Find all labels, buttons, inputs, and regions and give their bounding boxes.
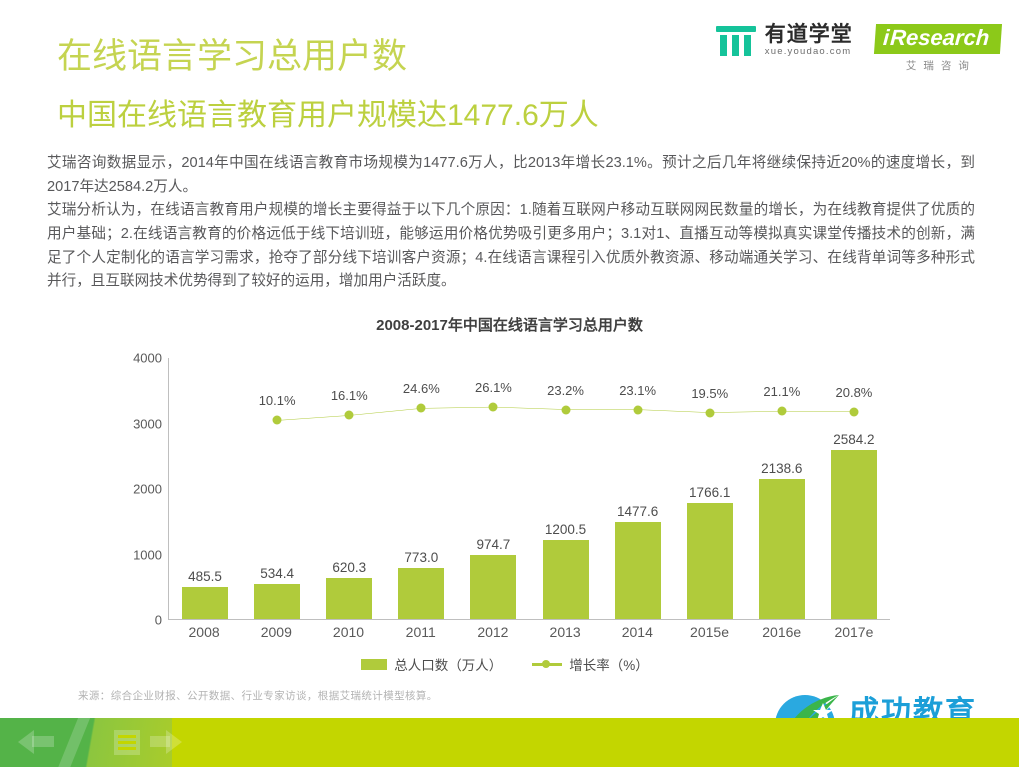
x-axis-tick: 2012 [477,624,509,640]
bottom-bar [0,718,1019,767]
x-axis: 2008 2009 2010 2011 2012 2013 2014 2015e 2016e 20… [168,624,890,640]
bar[interactable] [254,584,301,619]
iresearch-logo-subtitle: 艾瑞咨询 [905,59,976,72]
x-axis-tick: 2010 [332,624,365,640]
line-data-label: 24.6% [402,381,440,397]
bar[interactable] [686,503,733,619]
line-data-label: 21.1% [763,384,801,400]
chart-legend: 总人口数（万人） 增长率（%） [120,654,890,674]
y-axis-tick: 1000 [133,547,162,562]
legend-swatch-icon [361,658,388,670]
bar[interactable] [182,587,229,619]
x-axis-tick: 2016e [762,624,802,640]
document-icon-line [118,747,136,750]
x-axis-tick: 2009 [260,624,292,640]
iresearch-badge: i Research [873,24,1003,54]
x-axis-tick: 2011 [405,624,436,640]
iresearch-logo-name: Research [889,25,990,50]
line-data-label: 19.5% [691,385,729,401]
iresearch-logo: i Research 艾瑞咨询 [873,24,1003,73]
bar-slot[interactable]: 620.3 [313,358,385,619]
bar-data-label: 1766.1 [689,485,731,501]
bar-slot[interactable]: 1200.5 [529,358,601,619]
youdao-logo: 有道学堂 xue.youdao.com [714,23,853,58]
bar-data-label: 534.4 [260,566,295,581]
legend-item[interactable]: 增长率（%） [532,654,649,674]
bar[interactable] [758,478,805,619]
bar-data-label: 1200.5 [544,522,587,538]
bar-slot[interactable]: 534.4 [241,358,313,619]
page-title: 在线语言学习总用户数 [57,37,408,76]
bar-slot[interactable]: 773.0 [385,358,457,619]
bar-data-label: 485.5 [188,569,222,585]
legend-label: 增长率（%） [569,658,649,673]
youdao-logo-text: 有道学堂 xue.youdao.com [764,23,853,58]
arrow-left-tail [32,736,54,747]
source-note: 来源：综合企业财报、公开数据、行业专家访谈，根据艾瑞统计模型核算。 [78,690,438,702]
bottom-bar-wedge [0,718,172,767]
x-axis-tick: 2015e [690,624,729,640]
x-axis-tick: 2017e [834,624,874,640]
x-axis-tick: 2008 [188,624,220,640]
bar[interactable] [830,449,877,619]
bar-slot[interactable]: 2584.2 [818,358,890,619]
x-axis-tick: 2014 [621,624,653,640]
y-axis-tick: 0 [154,612,162,628]
bar-data-label: 620.3 [332,560,367,576]
line-data-labels: 10.1% 16.1% 24.6% 26.1% 23.2% 23.1% 19.5% 21.1%… [169,358,890,619]
bar-data-label: 1477.6 [616,504,659,520]
bar-slot[interactable]: 1477.6 [602,358,674,619]
bar[interactable] [398,568,445,619]
bar-slot[interactable]: 1766.1 [674,358,746,619]
document-icon [114,730,140,755]
chart-title: 2008-2017年中国在线语言学习总用户数 [376,317,643,334]
line-data-label: 16.1% [330,388,368,404]
bar[interactable] [542,540,589,619]
y-axis: 0 1000 2000 3000 4000 [120,351,162,628]
body-text: 艾瑞咨询数据显示，2014年中国在线语言教育市场规模为1477.6万人，比201… [47,152,975,294]
line-data-label: 10.1% [258,393,296,409]
y-axis-tick: 2000 [133,481,162,497]
bar-slot[interactable]: 485.5 [169,358,241,619]
bar-data-label: 773.0 [404,550,439,566]
document-icon-line [118,735,136,738]
document-icon-line [118,741,136,744]
body-paragraph-1: 艾瑞咨询数据显示，2014年中国在线语言教育市场规模为1477.6万人，比201… [47,155,975,195]
youdao-pillar-icon [714,24,758,58]
arrow-right-tail [150,736,170,747]
page-subtitle: 中国在线语言教育用户规模达1477.6万人 [57,99,599,132]
youdao-logo-url: xue.youdao.com [764,46,852,58]
x-axis-tick: 2013 [549,624,581,640]
bar[interactable] [326,578,373,619]
youdao-logo-name: 有道学堂 [764,23,853,46]
chart-area: 0 1000 2000 3000 4000 485.5 534.4 620.3 773.0 97… [120,351,890,673]
legend-label: 总人口数（万人） [394,658,503,673]
bar-series: 485.5 534.4 620.3 773.0 974.7 1200.5 1477.6 176… [169,358,890,619]
bar[interactable] [614,522,661,619]
line-data-label: 20.8% [835,384,873,400]
legend-line-icon [532,659,563,670]
line-data-label: 26.1% [475,380,512,396]
bar-data-label: 2584.2 [833,431,875,447]
bar-data-label: 2138.6 [761,460,803,476]
legend-item[interactable]: 总人口数（万人） [361,654,502,674]
arrow-right-icon [166,730,182,754]
line-data-label: 23.2% [547,382,584,398]
bar-slot[interactable]: 2138.6 [746,358,818,619]
bar[interactable] [470,555,517,619]
body-paragraph-2: 艾瑞分析认为，在线语言教育用户规模的增长主要得益于以下几个原因：1.随着互联网户… [47,202,975,290]
line-data-label: 23.1% [619,382,657,398]
bar-data-label: 974.7 [476,537,511,553]
y-axis-tick: 3000 [133,416,162,431]
bar-slot[interactable]: 974.7 [457,358,529,619]
header-logos: 有道学堂 xue.youdao.com i Research 艾瑞咨询 [714,23,1003,73]
y-axis-tick: 4000 [133,350,162,366]
arrow-left-icon [18,730,34,754]
plot-area: 485.5 534.4 620.3 773.0 974.7 1200.5 1477.6 176… [168,358,890,620]
